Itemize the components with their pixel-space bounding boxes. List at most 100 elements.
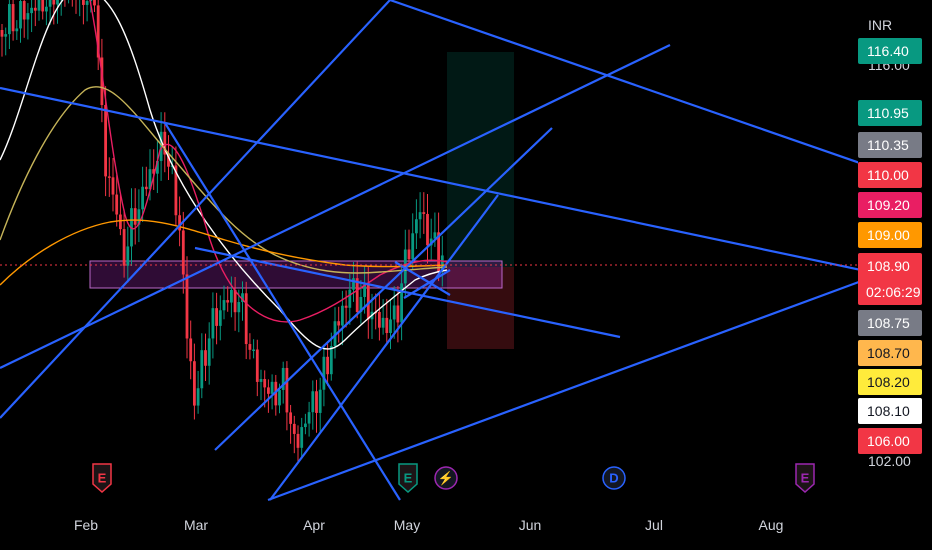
candle[interactable] bbox=[174, 165, 178, 216]
candle[interactable] bbox=[378, 311, 381, 328]
candle[interactable] bbox=[126, 246, 130, 266]
candle[interactable] bbox=[274, 381, 278, 406]
candle[interactable] bbox=[411, 233, 415, 260]
trendline[interactable] bbox=[269, 194, 499, 501]
trendline[interactable] bbox=[194, 246, 621, 339]
candle[interactable] bbox=[344, 305, 348, 308]
candle[interactable] bbox=[407, 249, 411, 260]
event-earnings-marker[interactable]: E bbox=[92, 463, 112, 494]
candle[interactable] bbox=[248, 344, 252, 350]
candle[interactable] bbox=[381, 317, 385, 328]
candle[interactable] bbox=[163, 131, 167, 155]
candle[interactable] bbox=[96, 5, 100, 58]
trendline[interactable] bbox=[214, 127, 553, 451]
candle[interactable] bbox=[159, 131, 163, 162]
candle[interactable] bbox=[426, 213, 429, 246]
candle[interactable] bbox=[178, 215, 181, 231]
candle[interactable] bbox=[322, 356, 326, 390]
candle[interactable] bbox=[11, 4, 15, 32]
candle[interactable] bbox=[4, 34, 8, 37]
candle[interactable] bbox=[37, 0, 41, 11]
candle[interactable] bbox=[122, 229, 126, 266]
trendline[interactable] bbox=[403, 269, 451, 299]
candle[interactable] bbox=[329, 346, 333, 375]
candle[interactable] bbox=[341, 305, 344, 326]
candle[interactable] bbox=[148, 169, 152, 190]
trendline[interactable] bbox=[267, 253, 932, 502]
candle[interactable] bbox=[422, 212, 426, 214]
candle[interactable] bbox=[355, 278, 359, 313]
candle[interactable] bbox=[389, 319, 392, 333]
candle[interactable] bbox=[119, 214, 122, 230]
candle[interactable] bbox=[289, 412, 292, 424]
candle[interactable] bbox=[93, 0, 96, 6]
candle[interactable] bbox=[30, 7, 33, 14]
candle[interactable] bbox=[255, 349, 259, 382]
candle[interactable] bbox=[337, 321, 341, 326]
event-earnings-marker[interactable]: E bbox=[398, 463, 418, 494]
candle[interactable] bbox=[156, 161, 159, 174]
candle[interactable] bbox=[100, 57, 104, 106]
candle[interactable] bbox=[259, 378, 263, 382]
candle[interactable] bbox=[366, 283, 370, 320]
candle[interactable] bbox=[204, 350, 207, 366]
candle[interactable] bbox=[189, 338, 193, 362]
candle[interactable] bbox=[41, 0, 45, 12]
candle[interactable] bbox=[400, 283, 403, 323]
candle[interactable] bbox=[418, 212, 422, 220]
trendline[interactable] bbox=[389, 0, 932, 190]
candle[interactable] bbox=[196, 388, 200, 406]
candle[interactable] bbox=[385, 317, 389, 333]
candle[interactable] bbox=[82, 0, 85, 5]
candle[interactable] bbox=[22, 1, 26, 20]
candle[interactable] bbox=[352, 278, 355, 290]
long-position-profit-zone[interactable] bbox=[447, 52, 514, 267]
candle[interactable] bbox=[348, 289, 352, 308]
candle[interactable] bbox=[333, 321, 337, 347]
candle[interactable] bbox=[15, 28, 19, 32]
candle[interactable] bbox=[237, 302, 241, 313]
candle[interactable] bbox=[396, 305, 400, 323]
candle[interactable] bbox=[433, 232, 437, 239]
trendline[interactable] bbox=[0, 0, 391, 419]
candle[interactable] bbox=[278, 389, 281, 406]
candle[interactable] bbox=[200, 350, 204, 389]
candle[interactable] bbox=[52, 0, 56, 5]
candle[interactable] bbox=[107, 176, 111, 178]
candle[interactable] bbox=[281, 367, 285, 390]
candle[interactable] bbox=[144, 186, 148, 190]
trendline[interactable] bbox=[0, 86, 932, 287]
candle[interactable] bbox=[300, 427, 304, 448]
candle[interactable] bbox=[185, 274, 189, 339]
candle[interactable] bbox=[104, 105, 107, 177]
candle[interactable] bbox=[226, 300, 230, 303]
candle[interactable] bbox=[207, 338, 211, 366]
candle[interactable] bbox=[111, 177, 115, 195]
sma-yellow-line[interactable] bbox=[0, 86, 448, 274]
candle[interactable] bbox=[45, 6, 48, 12]
candle[interactable] bbox=[222, 300, 226, 311]
candle[interactable] bbox=[252, 349, 255, 352]
candle[interactable] bbox=[318, 389, 322, 413]
candle[interactable] bbox=[233, 289, 237, 313]
candle[interactable] bbox=[304, 423, 307, 428]
candle[interactable] bbox=[0, 30, 4, 37]
candle[interactable] bbox=[215, 308, 218, 326]
candle[interactable] bbox=[440, 255, 444, 272]
candle[interactable] bbox=[437, 232, 440, 272]
candle[interactable] bbox=[211, 308, 215, 339]
candle[interactable] bbox=[130, 208, 133, 247]
candle[interactable] bbox=[218, 310, 222, 326]
candle[interactable] bbox=[311, 391, 315, 413]
candle[interactable] bbox=[359, 296, 363, 313]
candle[interactable] bbox=[56, 0, 59, 5]
candle[interactable] bbox=[141, 186, 144, 210]
candle[interactable] bbox=[296, 433, 300, 448]
candle[interactable] bbox=[315, 391, 318, 413]
candle[interactable] bbox=[8, 4, 11, 35]
candle[interactable] bbox=[307, 412, 311, 424]
event-split-marker[interactable]: ⚡ bbox=[434, 466, 458, 490]
event-dividend-marker[interactable]: D bbox=[602, 466, 626, 490]
candle[interactable] bbox=[133, 208, 137, 225]
